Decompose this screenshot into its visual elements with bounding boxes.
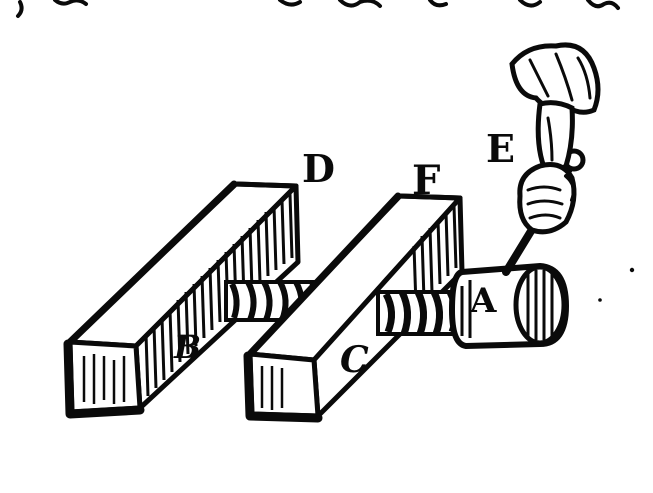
nut-block-a bbox=[448, 262, 570, 350]
cropped-text-remnant bbox=[16, 0, 620, 18]
label-c: C bbox=[340, 339, 369, 381]
left-beam-end-hatching bbox=[82, 354, 126, 404]
ink-dot bbox=[598, 298, 602, 302]
left-beam bbox=[63, 180, 301, 419]
right-beam-end-hatching bbox=[260, 366, 284, 410]
label-b: B bbox=[173, 328, 201, 366]
label-a: A bbox=[469, 281, 497, 321]
label-d: D bbox=[302, 146, 335, 191]
ink-dot bbox=[629, 267, 635, 273]
label-f: F bbox=[412, 157, 440, 204]
hand-illustration bbox=[509, 42, 601, 235]
right-beam-hatching bbox=[412, 205, 458, 307]
label-e: E bbox=[486, 126, 515, 171]
